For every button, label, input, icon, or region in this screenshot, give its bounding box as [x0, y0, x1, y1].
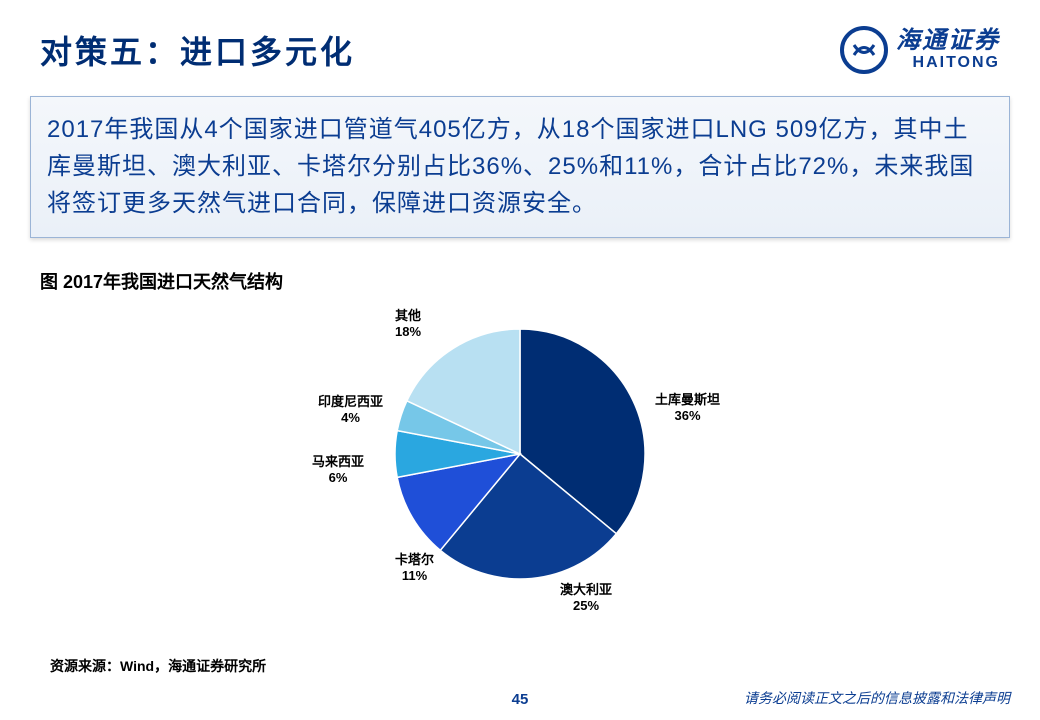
pie-label-马来西亚: 马来西亚6% — [312, 454, 364, 488]
logo: 海通证券 HAITONG — [840, 26, 1000, 74]
pie-label-澳大利亚: 澳大利亚25% — [560, 582, 612, 616]
logo-text-en: HAITONG — [896, 54, 1000, 72]
pie-svg — [390, 324, 650, 584]
pie-label-印度尼西亚: 印度尼西亚4% — [318, 394, 383, 428]
disclaimer: 请务必阅读正文之后的信息披露和法律声明 — [744, 688, 1010, 708]
logo-icon — [840, 26, 888, 74]
logo-text-cn: 海通证券 — [896, 28, 1000, 54]
pie-label-其他: 其他18% — [395, 308, 421, 342]
pie-label-土库曼斯坦: 土库曼斯坦36% — [655, 392, 720, 426]
chart-title: 图 2017年我国进口天然气结构 — [40, 268, 1040, 294]
page-title: 对策五：进口多元化 — [40, 27, 355, 73]
data-source: 资源来源：Wind，海通证券研究所 — [50, 656, 266, 676]
summary-text: 2017年我国从4个国家进口管道气405亿方，从18个国家进口LNG 509亿方… — [30, 96, 1010, 238]
pie-chart: 土库曼斯坦36% 澳大利亚25% 卡塔尔11% 马来西亚6% 印度尼西亚4% 其他18% — [60, 294, 960, 624]
pie-label-卡塔尔: 卡塔尔11% — [395, 552, 434, 586]
